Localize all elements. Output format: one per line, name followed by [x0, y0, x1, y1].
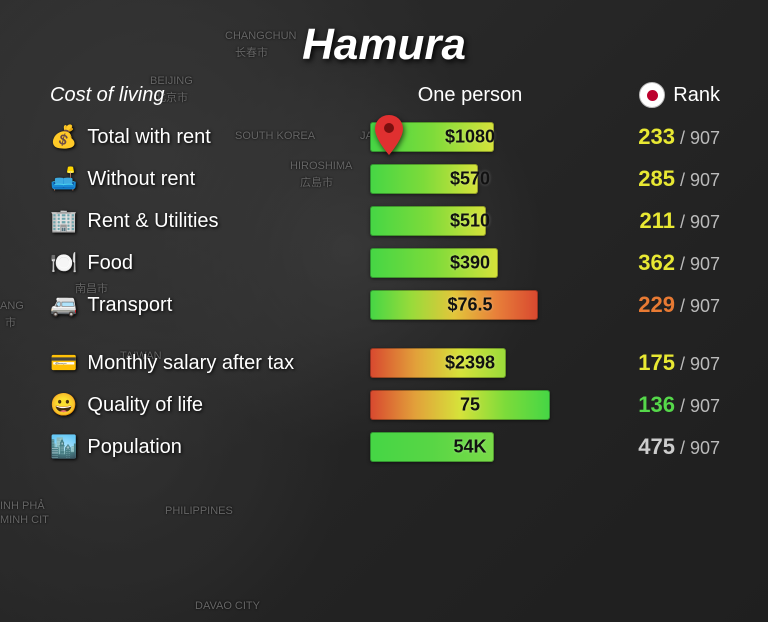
rank-total: / 907: [675, 296, 720, 316]
bar-container: $510: [370, 206, 570, 236]
rank-total: / 907: [675, 254, 720, 274]
bar-value: $570: [450, 169, 490, 190]
bar-container: $570: [370, 164, 570, 194]
metric-icon: 🚐: [50, 292, 77, 318]
map-label: MINH CIT: [0, 514, 49, 526]
bar-container: $2398: [370, 348, 570, 378]
metric-label: 🏢 Rent & Utilities: [50, 208, 370, 234]
city-title: Hamura: [50, 20, 718, 70]
rank-cell: 475 / 907: [570, 434, 720, 460]
bar-value: $510: [450, 211, 490, 232]
metric-label-text: Monthly salary after tax: [87, 352, 294, 375]
header-rank: Rank: [570, 82, 720, 108]
metric-icon: 🍽️: [50, 250, 77, 276]
rank-cell: 211 / 907: [570, 208, 720, 234]
header-rank-label: Rank: [673, 84, 720, 107]
map-label: INH PHẢ: [0, 500, 45, 512]
header-one-person: One person: [370, 84, 570, 107]
header-cost: Cost of living: [50, 84, 370, 107]
rank-cell: 136 / 907: [570, 392, 720, 418]
metric-icon: 💳: [50, 350, 77, 376]
metric-label-text: Rent & Utilities: [87, 210, 218, 233]
metric-row: 🚐 Transport $76.5 229 / 907: [50, 290, 718, 320]
rank-value: 362: [638, 250, 675, 275]
bar-value: 75: [460, 395, 480, 416]
metric-label: 💳 Monthly salary after tax: [50, 350, 370, 376]
rank-total: / 907: [675, 128, 720, 148]
rank-value: 136: [638, 392, 675, 417]
rank-value: 285: [638, 166, 675, 191]
rank-total: / 907: [675, 170, 720, 190]
rank-value: 175: [638, 350, 675, 375]
metric-label: 🍽️ Food: [50, 250, 370, 276]
rank-cell: 285 / 907: [570, 166, 720, 192]
rank-value: 211: [639, 208, 675, 233]
metric-label: 💰 Total with rent: [50, 124, 370, 150]
metric-icon: 😀: [50, 392, 77, 418]
bar-value: $76.5: [447, 295, 492, 316]
rank-value: 233: [638, 124, 675, 149]
content-panel: Hamura Cost of living One person Rank 💰 T…: [0, 0, 768, 462]
metric-row: 🏢 Rent & Utilities $510 211 / 907: [50, 206, 718, 236]
rank-value: 475: [638, 434, 675, 459]
japan-flag-icon: [639, 82, 665, 108]
map-label: PHILIPPINES: [165, 505, 233, 517]
metric-row: 🛋️ Without rent $570 285 / 907: [50, 164, 718, 194]
bar-value: 54K: [453, 437, 486, 458]
rank-total: / 907: [675, 354, 720, 374]
rank-total: / 907: [675, 396, 720, 416]
metric-icon: 💰: [50, 124, 77, 150]
map-label: DAVAO CITY: [195, 600, 260, 612]
column-headers: Cost of living One person Rank: [50, 82, 718, 108]
metric-icon: 🛋️: [50, 166, 77, 192]
metric-label-text: Total with rent: [87, 126, 210, 149]
metric-icon: 🏢: [50, 208, 77, 234]
metric-label-text: Population: [87, 436, 182, 459]
metric-row: 💳 Monthly salary after tax $2398 175 / 907: [50, 348, 718, 378]
bar-container: $76.5: [370, 290, 570, 320]
metric-label: 😀 Quality of life: [50, 392, 370, 418]
bar-value: $2398: [445, 353, 495, 374]
rank-total: / 907: [675, 438, 720, 458]
metric-row: 🏙️ Population 54K 475 / 907: [50, 432, 718, 462]
bar-value: $1080: [445, 127, 495, 148]
bar-value: $390: [450, 253, 490, 274]
bar-container: $390: [370, 248, 570, 278]
location-pin-icon: [375, 115, 403, 160]
rank-total: / 907: [675, 212, 720, 232]
metric-label-text: Transport: [87, 294, 172, 317]
rank-cell: 175 / 907: [570, 350, 720, 376]
metric-label-text: Quality of life: [87, 394, 203, 417]
metric-label: 🏙️ Population: [50, 434, 370, 460]
metric-row: 😀 Quality of life 75 136 / 907: [50, 390, 718, 420]
metric-label-text: Food: [87, 252, 133, 275]
metric-row: 🍽️ Food $390 362 / 907: [50, 248, 718, 278]
metric-label: 🚐 Transport: [50, 292, 370, 318]
bar-container: 54K: [370, 432, 570, 462]
rank-cell: 362 / 907: [570, 250, 720, 276]
rank-value: 229: [638, 292, 675, 317]
metric-icon: 🏙️: [50, 434, 77, 460]
rank-cell: 233 / 907: [570, 124, 720, 150]
metric-label-text: Without rent: [87, 168, 195, 191]
rank-cell: 229 / 907: [570, 292, 720, 318]
data-rows: 💰 Total with rent $1080 233 / 907 🛋️ Without …: [50, 122, 718, 462]
metric-label: 🛋️ Without rent: [50, 166, 370, 192]
bar-container: 75: [370, 390, 570, 420]
